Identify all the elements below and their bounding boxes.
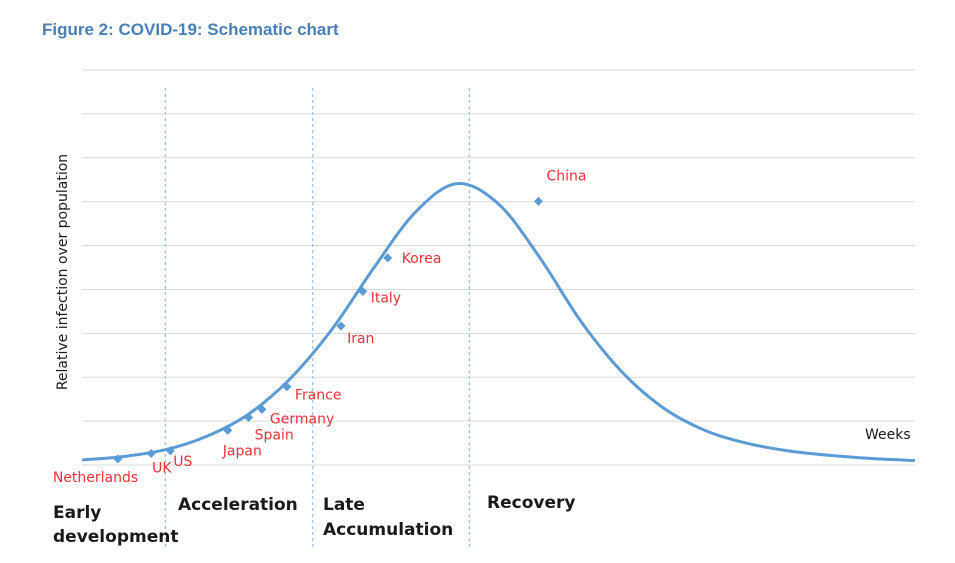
phase-recovery-line1: Recovery: [487, 493, 575, 513]
country-points: [113, 196, 543, 464]
country-point-germany: [257, 404, 267, 414]
grid-lines: [82, 69, 915, 466]
country-label-japan: Japan: [222, 443, 262, 459]
country-point-uk: [146, 448, 156, 458]
country-point-spain: [244, 413, 254, 423]
country-label-iran: Iran: [347, 331, 374, 347]
infection-curve: [81, 182, 916, 463]
country-label-us: US: [173, 454, 192, 470]
country-point-japan: [223, 425, 233, 435]
country-point-france: [282, 382, 292, 392]
country-label-korea: Korea: [402, 251, 442, 267]
country-label-france: France: [295, 388, 342, 404]
x-axis-label: Weeks: [865, 427, 911, 443]
phase-early-line2: development: [53, 527, 178, 547]
phase-late-line2: Accumulation: [323, 520, 453, 540]
phase-label-recovery: Recovery: [487, 493, 575, 513]
country-label-germany: Germany: [270, 411, 334, 427]
country-label-china: China: [546, 168, 586, 184]
chart-title: Figure 2: COVID-19: Schematic chart: [42, 20, 339, 39]
phase-early-line1: Early: [53, 503, 101, 523]
country-point-us: [165, 446, 175, 456]
country-point-netherlands: [113, 454, 123, 464]
country-point-china: [533, 196, 543, 206]
phase-dividers: [164, 88, 470, 548]
phase-label-acceleration: Acceleration: [178, 495, 298, 515]
phase-late-line1: Late: [323, 495, 365, 515]
phase-acceleration-line1: Acceleration: [178, 495, 298, 515]
country-label-spain: Spain: [255, 428, 294, 444]
country-label-uk: UK: [152, 460, 172, 476]
country-point-italy: [358, 286, 368, 296]
country-point-iran: [336, 321, 346, 331]
country-label-italy: Italy: [371, 290, 401, 306]
phase-label-late: Late Accumulation: [323, 495, 453, 540]
y-axis-label: Relative infection over population: [55, 154, 71, 390]
country-point-korea: [383, 253, 393, 263]
country-label-netherlands: Netherlands: [53, 470, 138, 486]
phase-label-early: Early development: [53, 503, 178, 547]
phase-labels: Early development Acceleration Late Accu…: [53, 493, 575, 547]
